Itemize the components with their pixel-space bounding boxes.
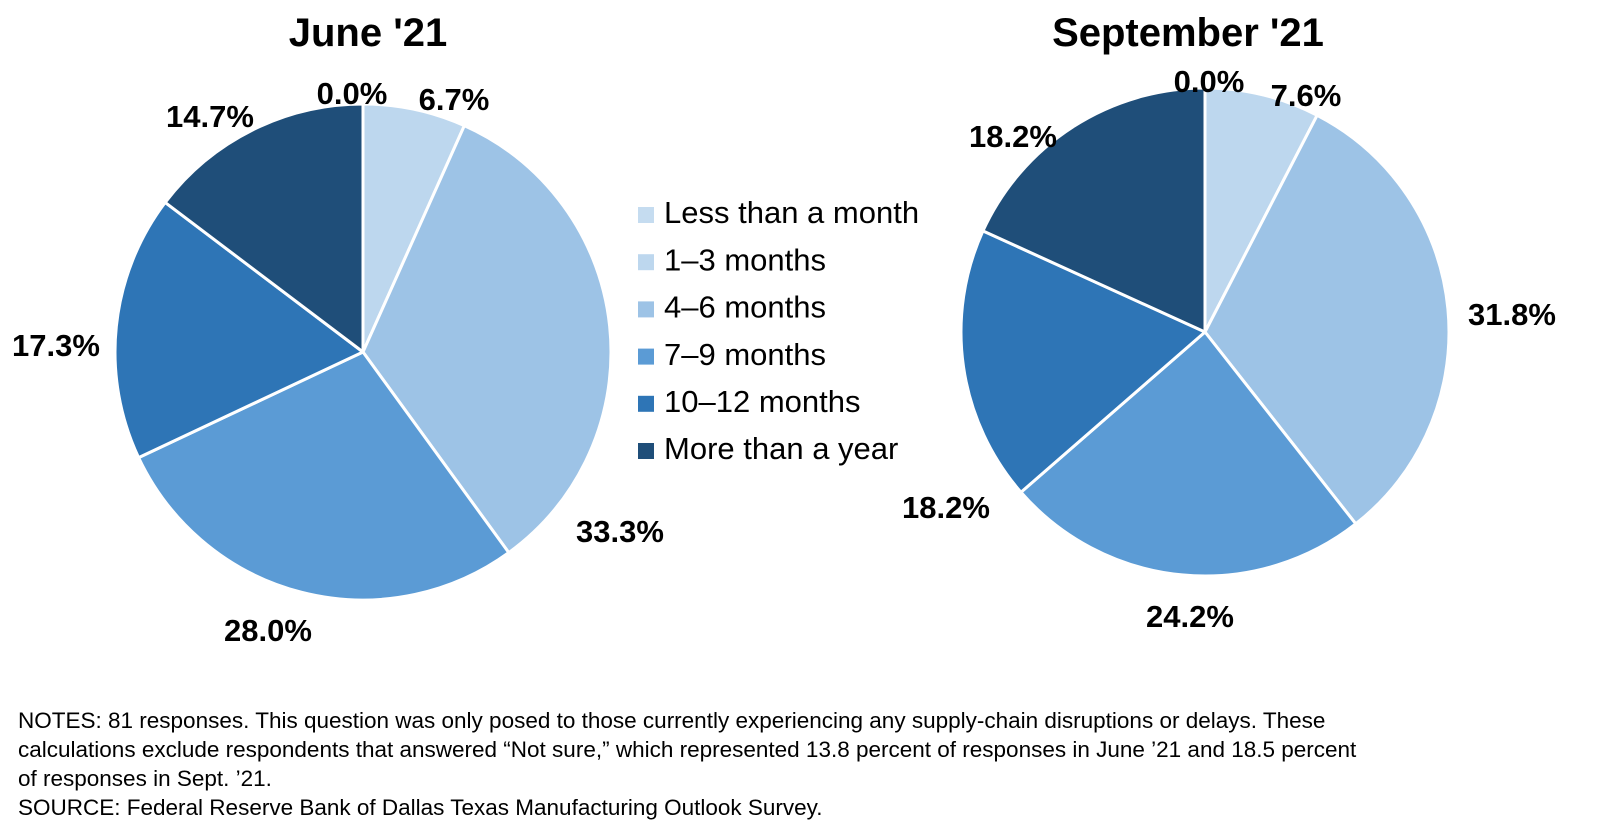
legend-label-4-6-months: 4–6 months — [664, 290, 826, 325]
pie-slice-september-7-9-months — [1019, 330, 1358, 578]
data-label-september-less-than-a-month: 0.0% — [1174, 64, 1245, 99]
data-label-june-more-than-a-year: 14.7% — [166, 99, 254, 134]
pie-slice-june-7-9-months — [137, 350, 511, 602]
charts-area: June '21 0.0% 6.7% 33.3% 28.0% 17.3% 14.7% Sep… — [12, 11, 1556, 648]
source-line: SOURCE: Federal Reserve Bank of Dallas T… — [18, 795, 823, 820]
data-label-september-more-than-a-year: 18.2% — [969, 119, 1057, 154]
chart-title-june: June '21 — [289, 11, 447, 55]
pie-slice-september-10-12-months — [959, 229, 1207, 494]
legend-swatch-7-9-months — [638, 348, 654, 365]
data-label-september-10-12-months: 18.2% — [902, 490, 990, 525]
pie-slice-september-more-than-a-year — [981, 86, 1207, 334]
notes-line-3: of responses in Sept. ’21. — [18, 766, 272, 791]
pie-slice-june-4-6-months — [361, 124, 613, 555]
legend-swatch-4-6-months — [638, 301, 654, 318]
pie-slice-june-10-12-months — [113, 200, 365, 460]
legend-label-1-3-months: 1–3 months — [664, 242, 826, 277]
notes-line-2: calculations exclude respondents that an… — [18, 737, 1357, 762]
pie-chart-september: September '21 0.0% 7.6% 31.8% 24.2% 18.2% 18.2… — [902, 11, 1556, 634]
pie-slice-september-1-3-months — [1203, 86, 1319, 334]
pie-slice-june-more-than-a-year — [163, 102, 365, 354]
data-label-june-4-6-months: 33.3% — [576, 514, 664, 549]
legend-label-less-than-a-month: Less than a month — [664, 195, 919, 230]
data-label-june-7-9-months: 28.0% — [224, 613, 312, 648]
pie-slice-september-4-6-months — [1203, 113, 1451, 526]
chart-title-september: September '21 — [1052, 11, 1324, 55]
data-label-june-less-than-a-month: 0.0% — [317, 76, 388, 111]
legend-swatch-less-than-a-month — [638, 207, 654, 223]
pie-chart-june: June '21 0.0% 6.7% 33.3% 28.0% 17.3% 14.7% — [12, 11, 664, 648]
chart-legend: Less than a month 1–3 months 4–6 months 7–9… — [638, 195, 919, 466]
data-label-september-4-6-months: 31.8% — [1468, 297, 1556, 332]
legend-swatch-1-3-months — [638, 254, 654, 271]
data-label-june-1-3-months: 6.7% — [419, 82, 490, 117]
notes-line-1: NOTES: 81 responses. This question was o… — [18, 708, 1326, 733]
chart-notes: NOTES: 81 responses. This question was o… — [18, 706, 1588, 822]
data-label-september-7-9-months: 24.2% — [1146, 599, 1234, 634]
legend-swatch-more-than-a-year — [638, 443, 654, 459]
legend-label-more-than-a-year: More than a year — [664, 431, 898, 466]
legend-label-10-12-months: 10–12 months — [664, 384, 860, 419]
legend-swatch-10-12-months — [638, 395, 654, 412]
data-label-june-10-12-months: 17.3% — [12, 328, 100, 363]
data-label-september-1-3-months: 7.6% — [1271, 78, 1342, 113]
legend-label-7-9-months: 7–9 months — [664, 337, 826, 372]
